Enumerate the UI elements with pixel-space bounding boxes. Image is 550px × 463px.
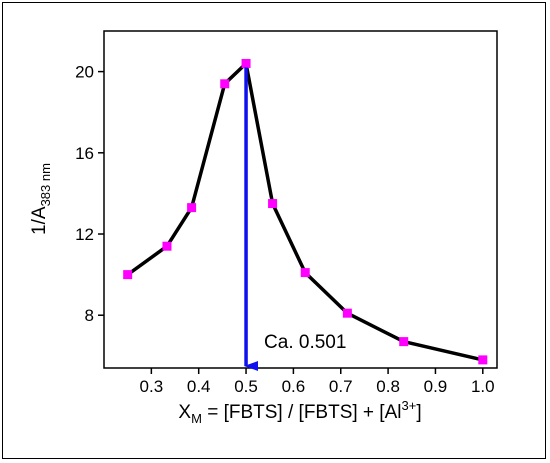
data-point [123, 270, 133, 280]
y-tick-label: 12 [75, 225, 94, 244]
y-axis: 8 12 16 20 [75, 63, 104, 325]
x-tick-label: 0.6 [282, 377, 306, 396]
y-tick-label: 8 [85, 306, 94, 325]
x-axis: 0.3 0.4 0.5 0.6 0.7 0.8 0.9 1.0 [140, 368, 495, 396]
x-tick-label: 0.4 [187, 377, 211, 396]
data-point [300, 268, 310, 278]
y-axis-label: 1/A383 nm [29, 163, 53, 235]
x-axis-label-main: X [178, 402, 191, 423]
annotation-label: Ca. 0.501 [264, 332, 346, 353]
data-point [162, 241, 172, 251]
figure-frame [2, 2, 546, 459]
data-point [478, 355, 488, 365]
x-axis-label-sup: 3+ [401, 398, 416, 413]
y-axis-label-sub: 383 nm [38, 163, 53, 206]
x-axis-label-close: ] [416, 402, 421, 423]
y-tick-label: 20 [75, 63, 94, 82]
y-axis-label-main: 1/A [29, 206, 50, 235]
data-point [220, 79, 230, 89]
x-tick-label: 0.8 [376, 377, 400, 396]
x-axis-label: XM = [FBTS] / [FBTS] + [Al3+] [178, 398, 421, 426]
data-points [123, 58, 488, 365]
data-point [268, 199, 278, 209]
x-tick-label: 0.9 [424, 377, 448, 396]
series-line [126, 61, 484, 362]
plot-area [103, 30, 498, 369]
data-point [399, 337, 409, 347]
data-point [241, 58, 251, 68]
x-tick-label: 0.7 [329, 377, 353, 396]
x-tick-label: 1.0 [471, 377, 495, 396]
x-tick-label: 0.5 [234, 377, 258, 396]
x-axis-label-rest: = [FBTS] / [FBTS] + [Al [202, 402, 402, 423]
x-tick-label: 0.3 [140, 377, 164, 396]
x-axis-label-sub: M [191, 411, 202, 426]
data-point [342, 308, 352, 318]
y-tick-label: 16 [75, 144, 94, 163]
data-point [187, 203, 197, 213]
